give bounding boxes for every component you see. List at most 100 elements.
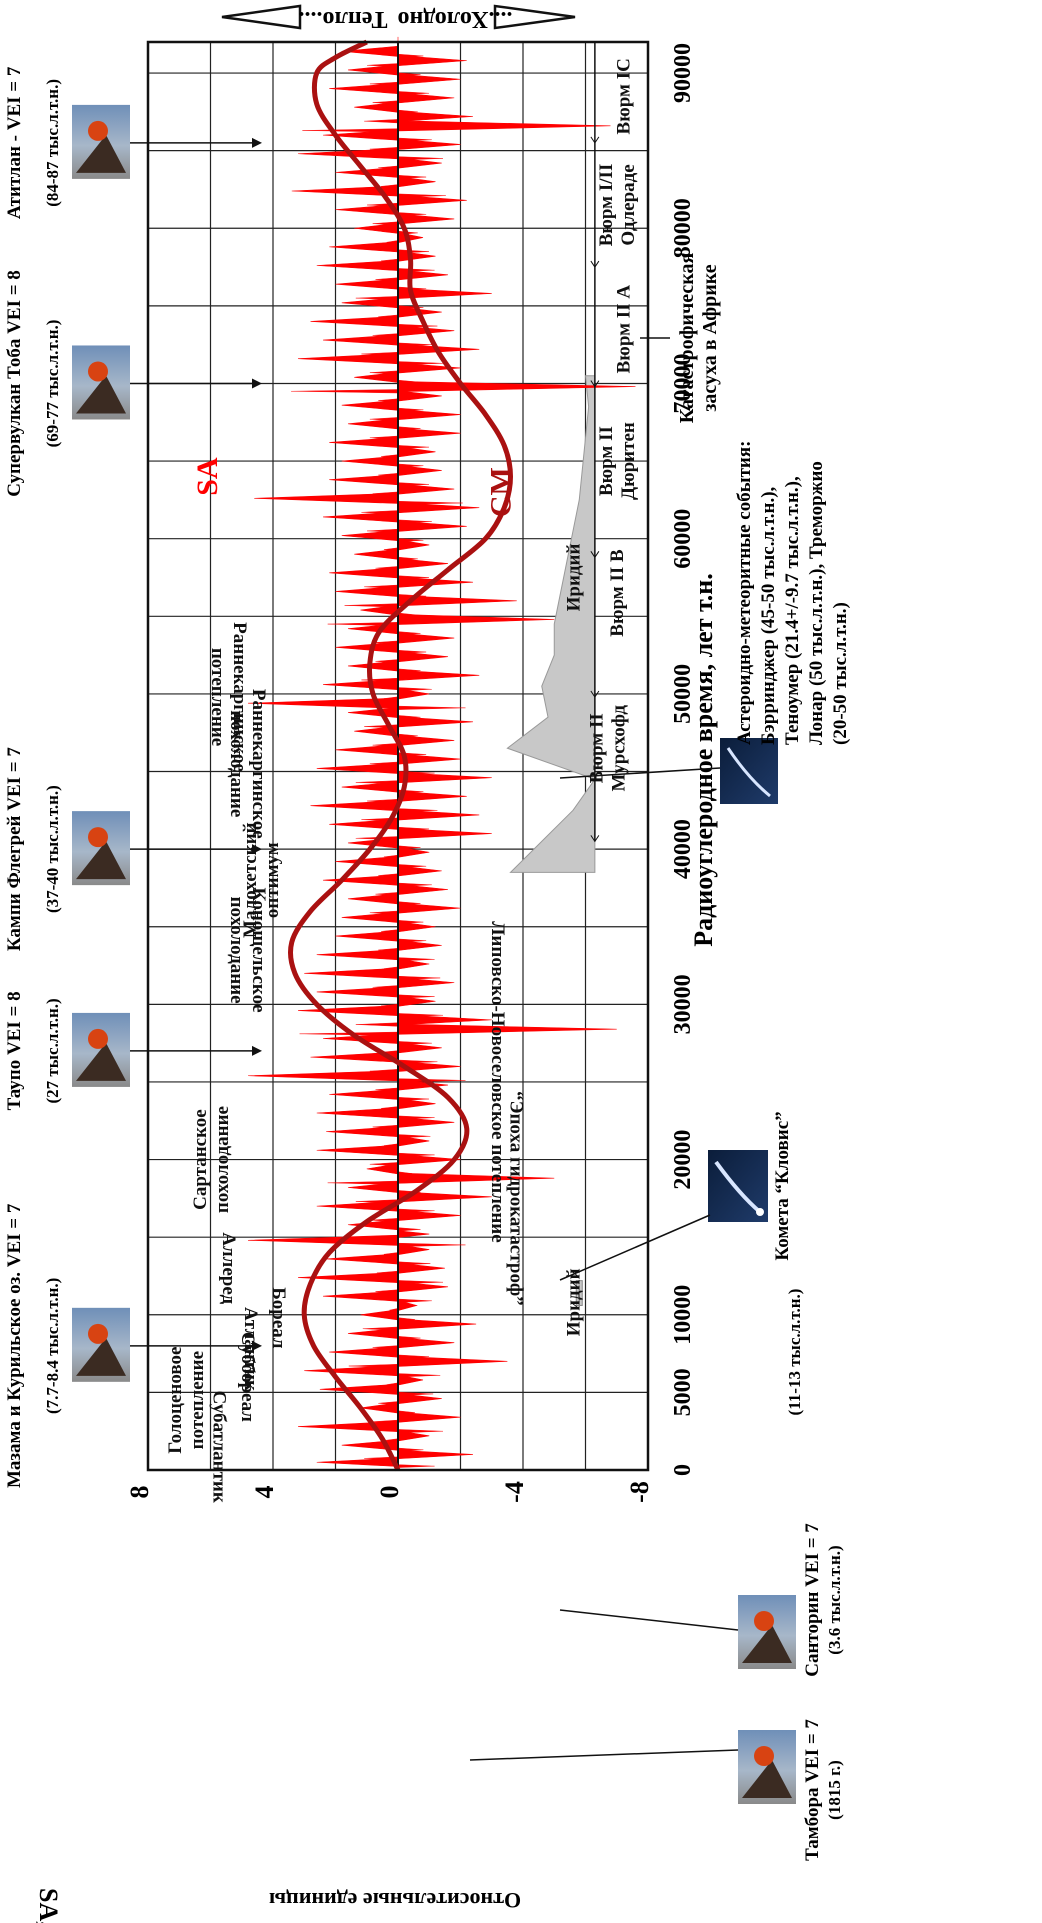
x-tick-label: 40000 bbox=[670, 819, 696, 879]
event-label: Супервулкан Тоба VEI = 8 bbox=[4, 270, 25, 497]
sa-spike bbox=[316, 260, 399, 271]
annotation-label: Сартанское bbox=[190, 1109, 211, 1210]
warm-arrow-label: Тепло.... bbox=[298, 6, 387, 32]
event-arrow-head bbox=[252, 378, 262, 389]
annotation-label: SA bbox=[191, 457, 224, 496]
event-detail: (69-77 тыс.л.т.н.) bbox=[43, 320, 62, 448]
iridium-area bbox=[506, 375, 596, 873]
annotation-label: оптимум bbox=[262, 842, 283, 918]
annotation-label: Дюритен bbox=[618, 422, 639, 500]
cold-arrow-head bbox=[493, 4, 576, 30]
annotation-label: Иридий bbox=[563, 1268, 584, 1336]
sa-spike bbox=[291, 389, 399, 394]
event-detail: (27 тыс.л.т.н.) bbox=[43, 998, 62, 1103]
volcano-lava-icon bbox=[88, 1028, 108, 1049]
event-arrow-head bbox=[252, 844, 262, 855]
event-labels: Мазама и Курильское оз. VEI = 7 (7.7-8.4 … bbox=[4, 66, 844, 1861]
sa-spike bbox=[397, 687, 432, 692]
annotation-label: Вюрм II В bbox=[607, 549, 628, 637]
cm-line bbox=[287, 39, 514, 1472]
sa-spike bbox=[397, 994, 435, 999]
y-tick-label: -4 bbox=[500, 1481, 529, 1503]
sa-spike bbox=[397, 957, 435, 962]
sa-spike bbox=[397, 1429, 444, 1434]
sa-spike bbox=[397, 156, 444, 161]
drought-note-line-2: засуха в Африке bbox=[699, 264, 721, 411]
annotation-label: Вюрм IC bbox=[613, 58, 634, 134]
asteroid-note-line-3: Теноумер (21.4+/-9.7 тыс.л.т.н.), bbox=[782, 476, 803, 745]
x-tick-label: 50000 bbox=[670, 664, 696, 724]
sa-spike bbox=[360, 1309, 399, 1321]
annotation-label: Вюрм II bbox=[587, 713, 608, 783]
annotation-label: потепление bbox=[207, 648, 228, 746]
sa-spike bbox=[397, 390, 442, 402]
sa-spike bbox=[316, 949, 399, 961]
sa-spike bbox=[397, 1449, 474, 1460]
event-detail: (7.7-8.4 тыс.л.т.н.) bbox=[43, 1278, 62, 1414]
annotation-label: Мурсхофд bbox=[609, 705, 630, 792]
event-label: Санторин VEI = 7 bbox=[802, 1523, 823, 1677]
sa-spike bbox=[397, 1280, 444, 1285]
event-label: Мазама и Курильское оз. VEI = 7 bbox=[4, 1203, 25, 1488]
comet-tail-icon bbox=[714, 1160, 762, 1214]
event-detail: (37-40 тыс.л.т.н.) bbox=[43, 785, 62, 913]
event-label: Тамбора VEI = 7 bbox=[802, 1719, 823, 1861]
x-tick-labels: 0 5000 10000 20000 30000 40000 50000 60000 70000… bbox=[670, 43, 696, 1476]
sa-spike bbox=[310, 315, 399, 327]
annotation-label: похолодание bbox=[226, 710, 247, 817]
comet-head-icon bbox=[756, 1208, 764, 1216]
annotations: Голоценовое потепление СубатлантикСуббореа… bbox=[165, 42, 639, 1503]
sa-spike bbox=[397, 705, 466, 710]
event-arrow-head bbox=[252, 137, 262, 148]
annotation-label: Бореал bbox=[268, 1287, 289, 1349]
annotation-label: похолодание bbox=[212, 1106, 233, 1213]
sa-spike bbox=[397, 1355, 508, 1367]
drought-note-line-1: Катастрофическая bbox=[676, 253, 698, 424]
annotation-label: Иридий bbox=[563, 544, 584, 612]
annotation-label: Атлантик bbox=[240, 1307, 261, 1391]
event-arrow-line bbox=[559, 1609, 739, 1631]
sa-spike bbox=[322, 874, 399, 886]
iridium-band bbox=[506, 375, 596, 1306]
plot-border bbox=[146, 40, 650, 1472]
sa-spike bbox=[397, 1318, 477, 1330]
event-label: Атитлан - VEI = 7 bbox=[4, 66, 25, 219]
sa-spike bbox=[329, 474, 399, 486]
volcano-lava-icon bbox=[88, 1323, 108, 1344]
event-arrow-head bbox=[252, 1340, 262, 1351]
sa-spike bbox=[397, 1227, 421, 1232]
sa-series bbox=[247, 36, 636, 1470]
x-tick-label: 80000 bbox=[670, 198, 696, 258]
wurm-interval-arrow bbox=[590, 835, 600, 843]
asteroid-trail-icon bbox=[726, 747, 771, 798]
asteroid-note-line-4: Лонар (50 тыс.л.т.н.), Треморжио bbox=[806, 461, 827, 745]
event-arrow-line bbox=[559, 767, 721, 779]
event-detail: (1815 г.) bbox=[825, 1760, 844, 1820]
event-label: Таупо VEI = 8 bbox=[4, 991, 25, 1110]
sa-spike bbox=[344, 603, 399, 608]
sa-spike bbox=[247, 1070, 399, 1082]
sa-spike bbox=[397, 1097, 429, 1102]
y-tick-label: -8 bbox=[625, 1481, 654, 1503]
sa-spike bbox=[397, 120, 611, 132]
x-tick-label: 20000 bbox=[670, 1130, 696, 1190]
sa-spike bbox=[297, 1005, 399, 1016]
volcano-lava-icon bbox=[754, 1746, 774, 1766]
annotation-label: CM bbox=[485, 467, 518, 517]
sa-spike bbox=[302, 128, 399, 133]
sa-spike bbox=[364, 119, 399, 124]
sa-spike bbox=[369, 1162, 399, 1167]
annotation-label: похолодание bbox=[226, 896, 247, 1003]
wurm-interval-arrow bbox=[590, 380, 600, 388]
annotation-label: Аллеред bbox=[218, 1232, 239, 1304]
asteroid-note-line-1: Астероидно-метеоритные события: bbox=[734, 441, 755, 745]
volcano-lava-icon bbox=[88, 120, 108, 141]
sa-spike bbox=[329, 241, 399, 253]
sa-spike bbox=[397, 1411, 461, 1423]
sa-spike bbox=[316, 1107, 399, 1119]
y-tick-labels: 8 4 0 -4 -8 bbox=[125, 1481, 654, 1503]
sa-spike bbox=[397, 1464, 435, 1468]
sa-spike bbox=[397, 1172, 555, 1184]
event-label: Комета “Кловис” bbox=[772, 1111, 793, 1260]
